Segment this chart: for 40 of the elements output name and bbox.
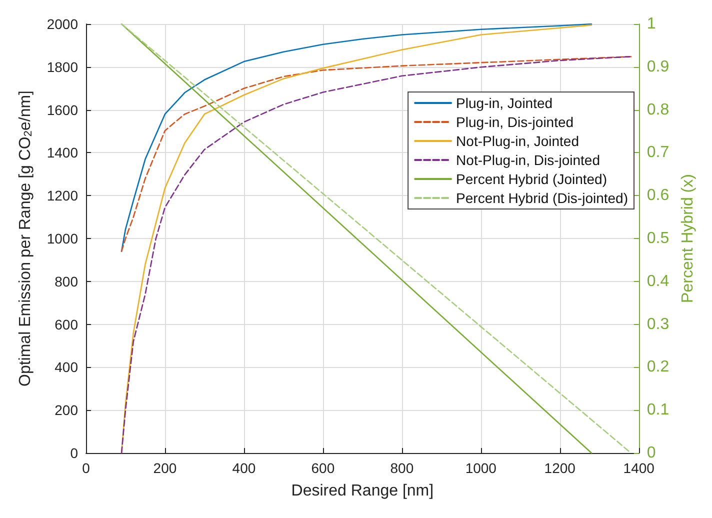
y2-tick-label: 1 [646,16,656,32]
y2-tick-label: 0.2 [646,358,670,376]
y2-tick-label: 0.6 [646,187,670,204]
y-axis-title: Optimal Emission per Range [g CO2e/nm] [17,90,34,387]
y2-tick-label: 0.1 [646,402,670,419]
legend-label: Plug-in, Jointed [456,95,553,111]
y-tick-label: 600 [54,316,78,332]
x-tick-label: 1200 [544,460,576,476]
y-tick-label: 200 [54,402,78,418]
y-tick-label: 800 [54,273,78,290]
x-tick-label: 1000 [465,460,497,476]
legend-label: Percent Hybrid (Jointed) [456,171,608,187]
y2-tick-label: 0.8 [646,101,670,118]
y2-tick-label: 0.9 [646,58,670,76]
x-tick-label: 1400 [623,460,655,476]
y-tick-label: 1000 [46,230,78,246]
y2-tick-label: 0.7 [646,144,670,162]
y-tick-label: 1200 [46,188,78,204]
y-tick-label: 400 [54,359,78,376]
legend-label: Plug-in, Dis-jointed [456,114,574,130]
y-tick-label: 0 [70,445,78,461]
x-tick-label: 600 [311,460,335,476]
y-tick-label: 1800 [46,58,78,75]
legend-label: Not-Plug-in, Dis-jointed [456,152,600,168]
y2-tick-label: 0 [646,444,656,462]
line-series [120,56,632,252]
legend-label: Not-Plug-in, Jointed [456,133,580,149]
y2-tick-label: 0.3 [646,316,670,333]
x-tick-label: 0 [82,460,90,476]
y2-tick-label: 0.4 [646,272,670,290]
x-tick-label: 800 [390,460,414,476]
legend-label: Percent Hybrid (Dis-jointed) [456,190,628,206]
y2-tick-label: 0.5 [646,230,670,247]
x-tick-label: 200 [153,460,177,476]
y2-axis-title: Percent Hybrid (x) [680,174,696,303]
y-tick-label: 1600 [46,102,78,118]
y-tick-label: 1400 [46,144,78,161]
x-axis-title: Desired Range [nm] [291,482,434,500]
x-tick-label: 400 [232,460,256,476]
y-tick-label: 2000 [46,16,78,32]
